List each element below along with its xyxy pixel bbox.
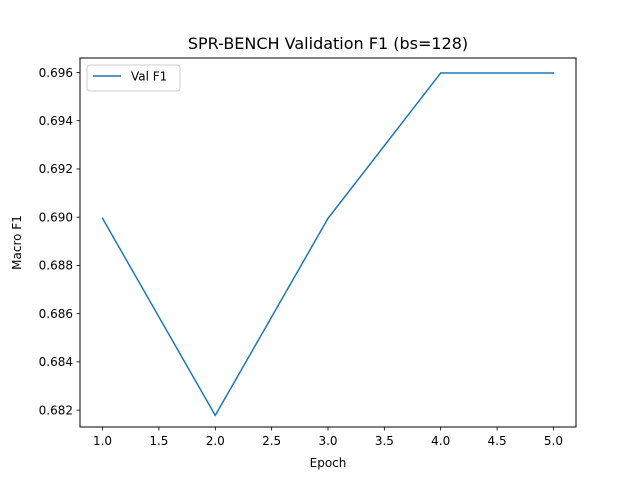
x-tick-label: 2.0 <box>206 434 225 448</box>
chart-title: SPR-BENCH Validation F1 (bs=128) <box>188 34 468 53</box>
y-tick-label: 0.694 <box>39 114 73 128</box>
x-tick-label: 3.5 <box>375 434 394 448</box>
y-axis-label: Macro F1 <box>10 215 24 270</box>
x-tick-label: 5.0 <box>544 434 563 448</box>
plot-frame <box>79 57 577 428</box>
y-axis-ticks: 0.682 0.684 0.686 0.688 0.690 0.692 0.694 0.696 <box>39 66 80 417</box>
data-point <box>439 72 442 74</box>
data-point <box>552 72 555 74</box>
legend: Val F1 <box>86 64 181 92</box>
legend-box <box>86 64 181 92</box>
y-tick-label: 0.686 <box>39 307 73 321</box>
x-tick-label: 4.5 <box>488 434 507 448</box>
data-point <box>214 414 217 417</box>
x-tick-label: 1.5 <box>149 434 168 448</box>
x-tick-label: 4.0 <box>431 434 450 448</box>
y-tick-label: 0.696 <box>39 66 73 80</box>
x-tick-label: 3.0 <box>318 434 337 448</box>
x-axis-label: Epoch <box>310 456 347 470</box>
x-tick-label: 1.0 <box>93 434 112 448</box>
series-layer <box>101 72 555 417</box>
y-tick-label: 0.688 <box>39 259 73 273</box>
y-tick-label: 0.684 <box>39 355 73 369</box>
x-tick-label: 2.5 <box>262 434 281 448</box>
legend-label-val-f1: Val F1 <box>131 70 167 84</box>
data-point <box>327 217 329 220</box>
y-tick-label: 0.682 <box>39 403 73 417</box>
y-tick-label: 0.692 <box>39 162 73 176</box>
y-tick-label: 0.690 <box>39 210 73 224</box>
data-point <box>101 217 104 220</box>
x-axis-ticks: 1.0 1.5 2.0 2.5 3.0 3.5 4.0 4.5 5.0 <box>93 427 563 448</box>
